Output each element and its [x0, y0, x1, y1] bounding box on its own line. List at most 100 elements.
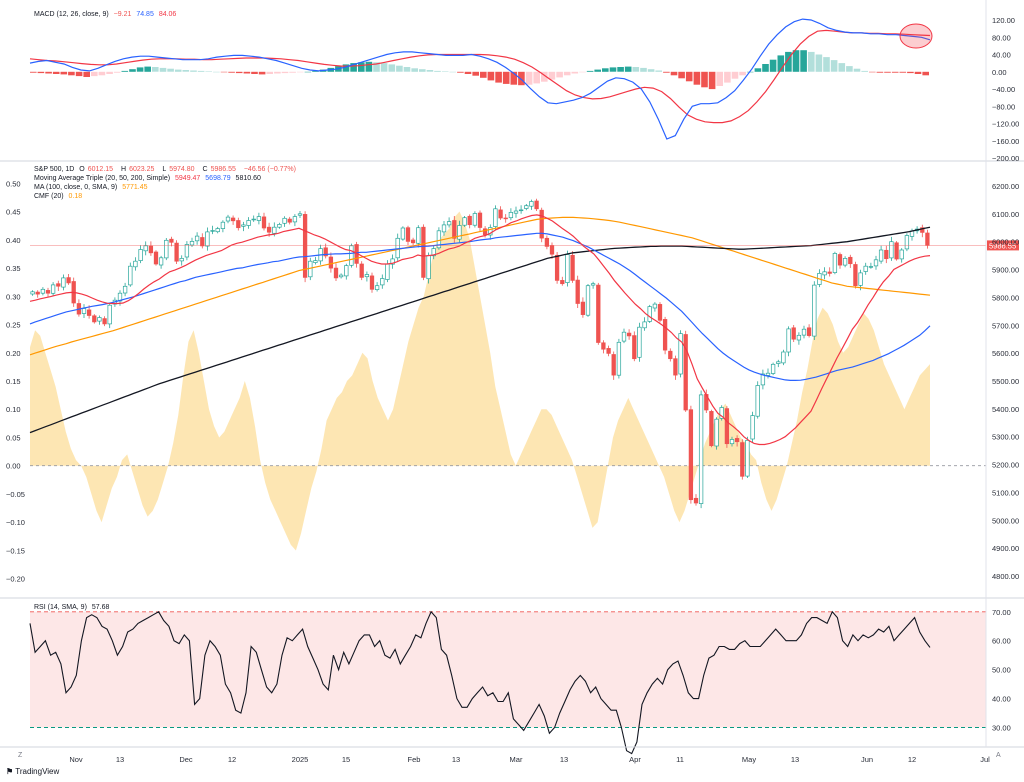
candle-down — [333, 267, 339, 279]
macd-histogram-bar — [724, 71, 731, 83]
candle-up — [364, 274, 370, 278]
candle-up — [81, 308, 87, 314]
macd-histogram-bar — [609, 67, 617, 72]
candle-down — [467, 215, 472, 226]
candle-down — [709, 411, 714, 447]
cmf-name: CMF (20) — [34, 193, 64, 200]
candle-down — [827, 271, 832, 274]
cmf-axis-tick: −0.10 — [6, 518, 25, 527]
candle-up — [719, 407, 724, 419]
zoom-icon[interactable]: Z — [18, 752, 23, 759]
cmf-axis-tick: 0.00 — [6, 462, 21, 471]
candle-down — [554, 254, 560, 281]
macd-histogram-bar — [205, 71, 212, 72]
macd-histogram-bar — [624, 66, 632, 72]
price-axis[interactable]: 120.00 80.00 40.00 0.00 −40.00 −80.00 −120.00 −… — [6, 16, 1019, 733]
o-value: 6012.15 — [87, 166, 114, 173]
candle-up — [107, 304, 112, 325]
macd-histogram-bar — [907, 71, 914, 74]
candle-down — [848, 256, 853, 265]
macd-pane — [29, 18, 933, 140]
candle-up — [292, 216, 298, 223]
candle-down — [601, 342, 606, 350]
macd-histogram-bar — [792, 50, 800, 72]
candle-down — [544, 237, 550, 247]
macd-line — [29, 18, 931, 140]
l-label: L — [162, 166, 167, 173]
macd-value-hist: −9.21 — [113, 11, 132, 18]
candle-up — [508, 212, 514, 219]
candle-up — [385, 263, 390, 280]
candle-up — [899, 249, 904, 260]
candle-up — [714, 418, 719, 447]
price-axis-tick: 6200.00 — [992, 182, 1019, 191]
macd-histogram-bar — [365, 61, 373, 72]
candle-down — [668, 350, 673, 360]
auto-scale-icon[interactable]: A — [996, 752, 1001, 759]
macd-histogram-bar — [571, 71, 579, 74]
macd-histogram-bar — [380, 63, 388, 72]
macd-histogram-bar — [525, 71, 533, 85]
time-axis-tick: Dec — [179, 755, 193, 764]
candle-down — [683, 334, 688, 411]
candle-up — [518, 209, 524, 212]
macd-histogram-bar — [52, 71, 60, 74]
macd-histogram-bar — [655, 70, 662, 72]
candle-up — [416, 227, 421, 244]
macd-histogram-bar — [701, 71, 708, 88]
time-axis[interactable]: Nov 13 Dec 12 2025 15 Feb 13 Mar 13 Apr 11 May 13 Jun 1… — [69, 755, 990, 764]
cmf-axis-tick: 0.35 — [6, 264, 21, 273]
macd-histogram-bar — [594, 69, 601, 72]
macd-histogram-bar — [838, 63, 846, 72]
candle-up — [858, 272, 863, 286]
rsi-legend[interactable]: RSI (14, SMA, 9) 57.68 — [34, 603, 112, 612]
candle-down — [611, 354, 616, 376]
macd-histogram-bar — [716, 71, 723, 86]
macd-histogram-bar — [754, 68, 762, 72]
candle-up — [529, 201, 534, 207]
candle-down — [724, 408, 730, 445]
candle-up — [750, 415, 755, 440]
candle-up — [164, 239, 169, 259]
cmf-axis-tick: 0.25 — [6, 321, 21, 330]
candle-up — [457, 225, 462, 240]
macd-histogram-bar — [403, 67, 411, 72]
macd-histogram-bar — [899, 71, 907, 73]
time-axis-tick: Apr — [629, 755, 641, 764]
candle-down — [688, 409, 694, 501]
macd-histogram-bar — [342, 64, 350, 72]
candle-up — [215, 228, 220, 233]
price-legend[interactable]: S&P 500, 1D O 6012.15 H 6023.25 L 5974.80 C… — [34, 165, 299, 201]
macd-histogram-bar — [495, 71, 502, 83]
candle-up — [61, 277, 66, 288]
macd-histogram-bar — [731, 71, 739, 79]
ma50-value: 5698.79 — [205, 175, 231, 182]
macd-histogram-bar — [358, 62, 365, 72]
candle-down — [894, 242, 899, 260]
tradingview-logo: ⚑ TradingView — [6, 767, 60, 776]
macd-histogram-bar — [91, 71, 98, 77]
candle-down — [66, 277, 71, 284]
macd-histogram-bar — [258, 71, 266, 75]
macd-histogram-bar — [235, 71, 243, 74]
price-axis-tick: 4900.00 — [992, 544, 1019, 553]
macd-histogram-bar — [281, 71, 289, 74]
macd-legend[interactable]: MACD (12, 26, close, 9) −9.21 74.85 84.0… — [34, 10, 179, 19]
candle-down — [806, 327, 812, 336]
macd-histogram-bar — [68, 71, 75, 76]
time-axis-tick: 12 — [908, 755, 916, 764]
cmf-value: 0.18 — [68, 193, 83, 200]
macd-histogram-bar — [159, 67, 167, 72]
macd-histogram-bar — [472, 71, 479, 76]
price-axis-tick: 5100.00 — [992, 489, 1019, 498]
price-axis-tick: 4800.00 — [992, 572, 1019, 581]
h-label: H — [121, 166, 127, 173]
macd-histogram-bar — [411, 68, 418, 72]
candle-up — [446, 221, 452, 226]
macd-histogram-bar — [441, 71, 449, 72]
candle-down — [92, 315, 97, 323]
macd-histogram-bar — [388, 64, 396, 72]
candle-up — [122, 285, 128, 294]
macd-histogram-bar — [922, 71, 929, 76]
time-axis-tick: May — [742, 755, 756, 764]
